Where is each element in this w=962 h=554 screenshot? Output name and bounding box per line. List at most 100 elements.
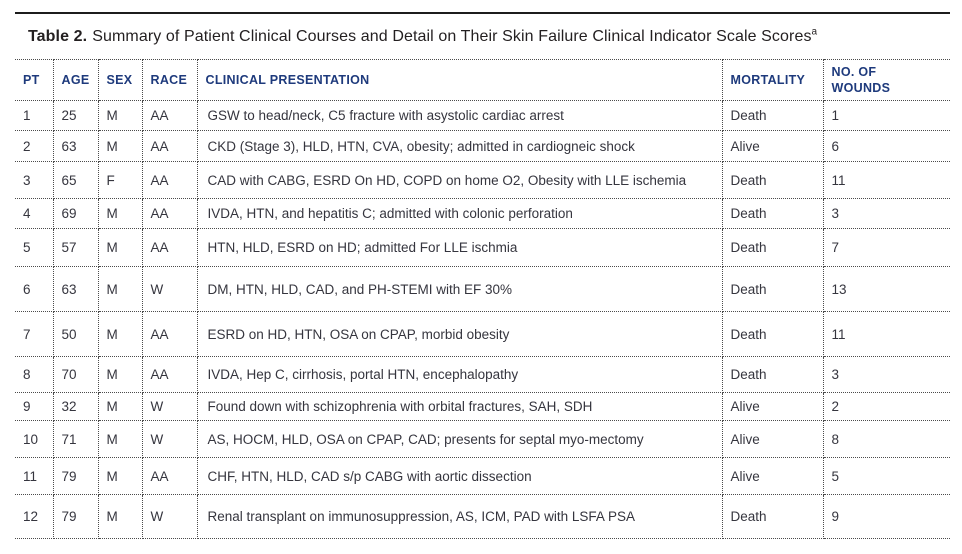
cell-race: W	[141, 266, 198, 312]
cell-no-of-wounds: 1	[822, 100, 950, 131]
cell-pt: 12	[15, 494, 54, 539]
cell-no-of-wounds: 7	[822, 228, 950, 267]
cell-age: 79	[52, 494, 99, 539]
cell-age: 79	[52, 457, 99, 495]
cell-race: AA	[141, 130, 198, 162]
cell-race: AA	[141, 100, 198, 131]
table-row: 4 69 M AA IVDA, HTN, and hepatitis C; admitt…	[15, 198, 950, 229]
cell-mortality: Death	[721, 228, 824, 267]
cell-no-of-wounds: 11	[822, 161, 950, 199]
cell-no-of-wounds: 3	[822, 198, 950, 229]
cell-sex: M	[97, 356, 143, 393]
cell-age: 57	[52, 228, 99, 267]
table-row: 12 79 M W Renal transplant on immunosuppress…	[15, 494, 950, 539]
table-number: Table 2.	[28, 28, 88, 45]
cell-race: AA	[141, 311, 198, 357]
cell-pt: 6	[15, 266, 54, 312]
cell-sex: M	[97, 266, 143, 312]
cell-clinical-presentation: Renal transplant on immunosuppression, A…	[196, 494, 723, 539]
cell-sex: M	[97, 100, 143, 131]
cell-race: AA	[141, 228, 198, 267]
header-row: PT AGE SEX RACE CLINICAL PRESENTATION MO…	[15, 59, 950, 101]
cell-clinical-presentation: CAD with CABG, ESRD On HD, COPD on home …	[196, 161, 723, 199]
cell-sex: M	[97, 392, 143, 421]
col-header-sex: SEX	[97, 59, 143, 101]
cell-age: 32	[52, 392, 99, 421]
cell-sex: M	[97, 420, 143, 458]
cell-clinical-presentation: GSW to head/neck, C5 fracture with asyst…	[196, 100, 723, 131]
cell-pt: 9	[15, 392, 54, 421]
cell-clinical-presentation: DM, HTN, HLD, CAD, and PH-STEMI with EF …	[196, 266, 723, 312]
cell-no-of-wounds: 13	[822, 266, 950, 312]
cell-mortality: Alive	[721, 130, 824, 162]
cell-age: 70	[52, 356, 99, 393]
cell-age: 69	[52, 198, 99, 229]
cell-pt: 7	[15, 311, 54, 357]
cell-pt: 8	[15, 356, 54, 393]
cell-sex: M	[97, 311, 143, 357]
table-row: 9 32 M W Found down with schizophrenia with …	[15, 392, 950, 421]
cell-clinical-presentation: CHF, HTN, HLD, CAD s/p CABG with aortic …	[196, 457, 723, 495]
cell-age: 50	[52, 311, 99, 357]
table-row: 6 63 M W DM, HTN, HLD, CAD, and PH-STEMI wit…	[15, 266, 950, 312]
cell-clinical-presentation: HTN, HLD, ESRD on HD; admitted For LLE i…	[196, 228, 723, 267]
cell-no-of-wounds: 8	[822, 420, 950, 458]
cell-mortality: Death	[721, 161, 824, 199]
cell-age: 25	[52, 100, 99, 131]
cell-age: 71	[52, 420, 99, 458]
cell-age: 65	[52, 161, 99, 199]
cell-pt: 10	[15, 420, 54, 458]
cell-pt: 11	[15, 457, 54, 495]
cell-sex: F	[97, 161, 143, 199]
cell-race: AA	[141, 161, 198, 199]
cell-no-of-wounds: 3	[822, 356, 950, 393]
cell-mortality: Alive	[721, 420, 824, 458]
table-row: 11 79 M AA CHF, HTN, HLD, CAD s/p CABG with …	[15, 457, 950, 495]
cell-race: AA	[141, 356, 198, 393]
table-2-panel: Table 2. Summary of Patient Clinical Cour…	[15, 12, 950, 539]
footnote-marker: a	[811, 26, 818, 38]
cell-clinical-presentation: ESRD on HD, HTN, OSA on CPAP, morbid obe…	[196, 311, 723, 357]
cell-pt: 1	[15, 100, 54, 131]
cell-sex: M	[97, 494, 143, 539]
table-title: Table 2. Summary of Patient Clinical Cour…	[28, 26, 950, 46]
cell-mortality: Death	[721, 311, 824, 357]
table-row: 1 25 M AA GSW to head/neck, C5 fracture with…	[15, 100, 950, 131]
cell-pt: 5	[15, 228, 54, 267]
cell-race: AA	[141, 198, 198, 229]
col-header-clinical-presentation: CLINICAL PRESENTATION	[196, 59, 723, 101]
table-row: 5 57 M AA HTN, HLD, ESRD on HD; admitted For…	[15, 228, 950, 267]
cell-sex: M	[97, 457, 143, 495]
cell-clinical-presentation: IVDA, Hep C, cirrhosis, portal HTN, ence…	[196, 356, 723, 393]
col-header-age: AGE	[52, 59, 99, 101]
cell-age: 63	[52, 130, 99, 162]
cell-clinical-presentation: IVDA, HTN, and hepatitis C; admitted wit…	[196, 198, 723, 229]
table-body: 1 25 M AA GSW to head/neck, C5 fracture with…	[15, 100, 950, 539]
cell-pt: 3	[15, 161, 54, 199]
cell-race: W	[141, 494, 198, 539]
table-row: 2 63 M AA CKD (Stage 3), HLD, HTN, CVA, obes…	[15, 130, 950, 162]
cell-no-of-wounds: 2	[822, 392, 950, 421]
cell-mortality: Death	[721, 100, 824, 131]
cell-mortality: Death	[721, 198, 824, 229]
cell-race: W	[141, 420, 198, 458]
cell-clinical-presentation: AS, HOCM, HLD, OSA on CPAP, CAD; present…	[196, 420, 723, 458]
cell-clinical-presentation: Found down with schizophrenia with orbit…	[196, 392, 723, 421]
table-row: 8 70 M AA IVDA, Hep C, cirrhosis, portal HTN…	[15, 356, 950, 393]
top-rule	[15, 12, 950, 14]
cell-race: AA	[141, 457, 198, 495]
patient-clinical-table: PT AGE SEX RACE CLINICAL PRESENTATION MO…	[15, 59, 950, 539]
cell-mortality: Death	[721, 494, 824, 539]
cell-mortality: Death	[721, 266, 824, 312]
cell-sex: M	[97, 198, 143, 229]
cell-pt: 4	[15, 198, 54, 229]
cell-no-of-wounds: 9	[822, 494, 950, 539]
cell-mortality: Death	[721, 356, 824, 393]
table-row: 3 65 F AA CAD with CABG, ESRD On HD, COPD on…	[15, 161, 950, 199]
cell-sex: M	[97, 130, 143, 162]
cell-no-of-wounds: 5	[822, 457, 950, 495]
cell-no-of-wounds: 11	[822, 311, 950, 357]
cell-race: W	[141, 392, 198, 421]
col-header-mortality: MORTALITY	[721, 59, 824, 101]
table-title-text: Summary of Patient Clinical Courses and …	[92, 28, 812, 45]
